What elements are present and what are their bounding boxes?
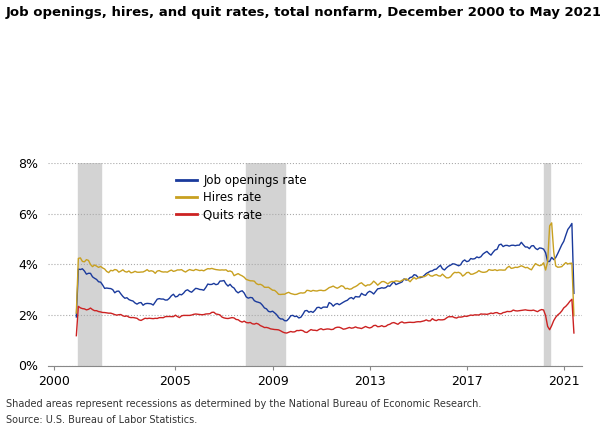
Text: Job openings, hires, and quit rates, total nonfarm, December 2000 to May 2021: Job openings, hires, and quit rates, tot… <box>6 6 600 19</box>
Legend: Job openings rate, Hires rate, Quits rate: Job openings rate, Hires rate, Quits rat… <box>172 169 311 226</box>
Bar <box>79 163 101 366</box>
Bar <box>544 163 550 366</box>
Bar <box>247 163 284 366</box>
Text: Source: U.S. Bureau of Labor Statistics.: Source: U.S. Bureau of Labor Statistics. <box>6 415 197 425</box>
Text: Shaded areas represent recessions as determined by the National Bureau of Econom: Shaded areas represent recessions as det… <box>6 399 481 409</box>
